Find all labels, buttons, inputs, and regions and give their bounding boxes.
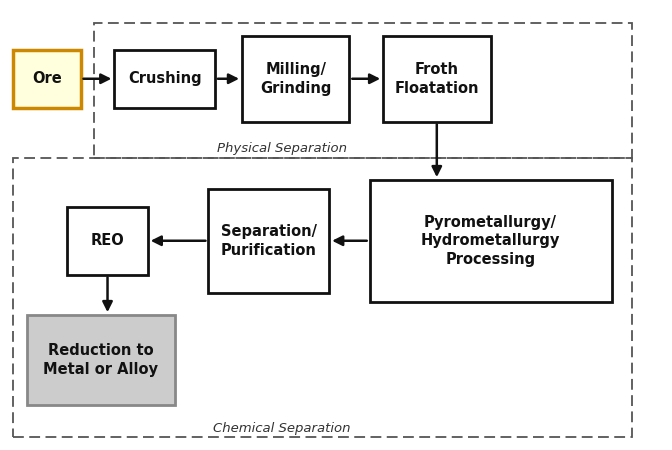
FancyBboxPatch shape <box>27 315 175 405</box>
Text: Reduction to
Metal or Alloy: Reduction to Metal or Alloy <box>43 343 159 377</box>
FancyBboxPatch shape <box>13 50 81 108</box>
Text: REO: REO <box>91 233 124 248</box>
FancyBboxPatch shape <box>242 36 349 122</box>
Text: Pyrometallurgy/
Hydrometallurgy
Processing: Pyrometallurgy/ Hydrometallurgy Processi… <box>421 215 560 267</box>
FancyBboxPatch shape <box>114 50 215 108</box>
FancyBboxPatch shape <box>383 36 491 122</box>
Text: Separation/
Purification: Separation/ Purification <box>221 224 317 257</box>
Text: Ore: Ore <box>32 71 62 86</box>
Text: Physical Separation: Physical Separation <box>217 142 347 155</box>
Text: Chemical Separation: Chemical Separation <box>214 422 351 435</box>
FancyBboxPatch shape <box>370 180 612 302</box>
Text: Milling/
Grinding: Milling/ Grinding <box>260 62 331 95</box>
FancyBboxPatch shape <box>208 189 329 292</box>
Text: Crushing: Crushing <box>128 71 202 86</box>
FancyBboxPatch shape <box>67 207 148 274</box>
Text: Froth
Floatation: Froth Floatation <box>394 62 479 95</box>
